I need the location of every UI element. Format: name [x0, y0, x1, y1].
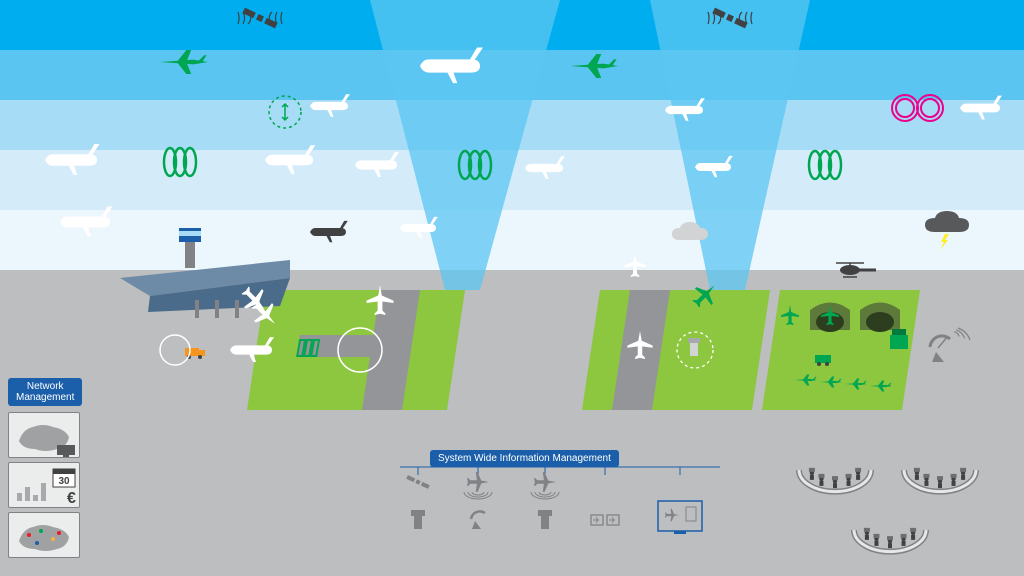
- network-panel-map-dots: [8, 512, 80, 558]
- svg-text:€: €: [67, 490, 76, 507]
- svg-text:30: 30: [58, 476, 70, 487]
- network-management-label: NetworkManagement: [8, 378, 82, 406]
- network-panel-map: [8, 412, 80, 458]
- swim-label: System Wide Information Management: [430, 450, 619, 467]
- network-panel-chart-cal: 30 €: [8, 462, 80, 508]
